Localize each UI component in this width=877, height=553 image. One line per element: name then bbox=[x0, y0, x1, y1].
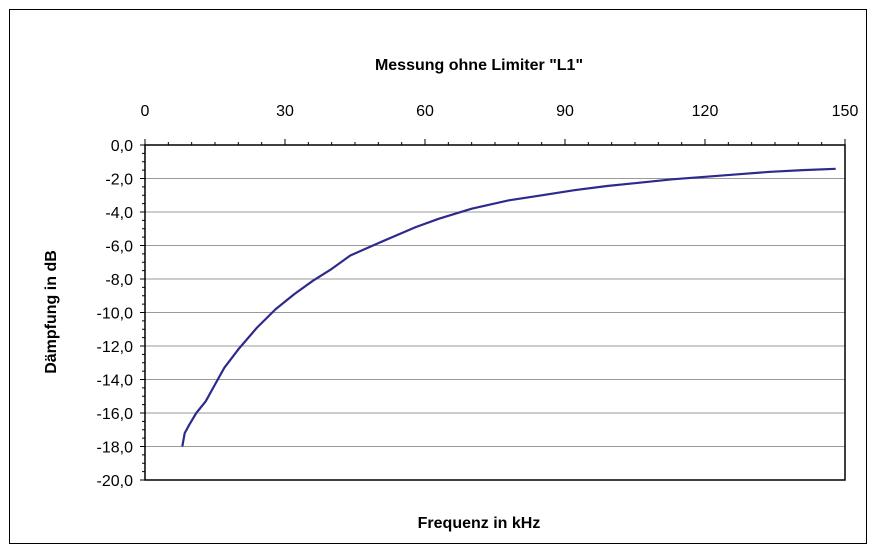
y-tick-label: 0,0 bbox=[111, 138, 133, 155]
chart-title: Messung ohne Limiter "L1" bbox=[375, 57, 583, 74]
x-tick-label: 60 bbox=[416, 103, 434, 120]
series-line bbox=[181, 167, 836, 447]
chart-frame bbox=[9, 9, 867, 544]
series-layer bbox=[181, 167, 836, 447]
y-tick-label: -14,0 bbox=[97, 373, 134, 390]
y-tick-label: -18,0 bbox=[97, 440, 134, 457]
x-tick-label: 30 bbox=[276, 103, 294, 120]
x-axis-label: Frequenz in kHz bbox=[418, 515, 541, 532]
tick-labels: 0,0 -2,0 -4,0 -6,0 -8,0 -10,0 -12,0 -14,0 -16,0 -… bbox=[97, 103, 859, 490]
grid-lines bbox=[145, 144, 845, 481]
plot-area-border bbox=[144, 144, 846, 481]
axis-ticks bbox=[140, 139, 846, 481]
y-axis-label: Dämpfung in dB bbox=[43, 250, 60, 374]
y-tick-label: -10,0 bbox=[97, 306, 134, 323]
x-tick-label: 150 bbox=[832, 103, 859, 120]
y-tick-label: -20,0 bbox=[97, 473, 134, 490]
y-tick-label: -2,0 bbox=[105, 172, 133, 189]
y-tick-label: -8,0 bbox=[105, 272, 133, 289]
x-tick-label: 0 bbox=[141, 103, 150, 120]
y-tick-label: -6,0 bbox=[105, 239, 133, 256]
y-tick-label: -16,0 bbox=[97, 406, 134, 423]
y-tick-label: -12,0 bbox=[97, 339, 134, 356]
x-tick-label: 90 bbox=[556, 103, 574, 120]
x-tick-label: 120 bbox=[692, 103, 719, 120]
y-tick-label: -4,0 bbox=[105, 205, 133, 222]
